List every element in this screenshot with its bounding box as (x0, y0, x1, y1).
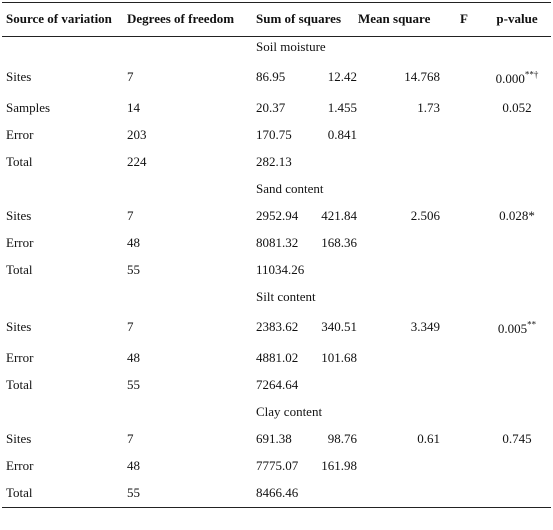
cell-ss: 86.95 (256, 69, 286, 84)
cell-p: 0.052 (502, 100, 532, 115)
cell-source: Error (6, 127, 34, 142)
cell-ms: 0.841 (327, 127, 357, 142)
header-cell: p-value (496, 11, 538, 26)
cell-ss: 8466.46 (256, 485, 299, 500)
cell-p: 0.000**† (495, 69, 539, 87)
cell-source: Total (6, 262, 33, 277)
header-cell: Sum of squares (256, 11, 342, 26)
cell-source: Error (6, 350, 34, 365)
cell-df: 7 (127, 431, 134, 446)
cell-f: 1.73 (417, 100, 440, 115)
cell-ss: 691.38 (256, 431, 292, 446)
cell-df: 48 (127, 350, 140, 365)
cell-ms: 340.51 (321, 319, 357, 334)
cell-ss: 2383.62 (256, 319, 299, 334)
cell-df: 55 (127, 485, 140, 500)
bottom-rule (2, 507, 551, 508)
cell-df: 7 (127, 69, 134, 84)
significance-mark: ** (527, 319, 537, 330)
cell-df: 14 (127, 100, 140, 115)
cell-source: Total (6, 154, 33, 169)
cell-ss: 11034.26 (256, 262, 305, 277)
cell-ss: 7775.07 (256, 458, 299, 473)
header-rule (2, 36, 551, 37)
cell-f: 2.506 (410, 208, 440, 223)
cell-df: 55 (127, 262, 140, 277)
cell-source: Total (6, 377, 33, 392)
cell-source: Samples (6, 100, 51, 115)
cell-ss: 170.75 (256, 127, 292, 142)
cell-df: 55 (127, 377, 140, 392)
cell-df: 203 (127, 127, 147, 142)
cell-source: Error (6, 458, 34, 473)
cell-ss: 282.13 (256, 154, 292, 169)
cell-ss: 4881.02 (256, 350, 299, 365)
cell-df: 48 (127, 235, 140, 250)
cell-df: 224 (127, 154, 147, 169)
cell-ms: 98.76 (327, 431, 357, 446)
cell-df: 7 (127, 319, 134, 334)
cell-ms: 101.68 (321, 350, 357, 365)
cell-f: 14.768 (404, 69, 440, 84)
cell-ms: 421.84 (321, 208, 357, 223)
cell-ss: 2952.94 (256, 208, 299, 223)
cell-ss: 7264.64 (256, 377, 299, 392)
cell-source: Sites (6, 69, 32, 84)
cell-ss: 20.37 (256, 100, 286, 115)
significance-mark: **† (524, 69, 539, 80)
section-title: Silt content (256, 289, 316, 304)
cell-ms: 12.42 (327, 69, 357, 84)
header-cell: Mean square (358, 11, 431, 26)
cell-p: 0.028* (499, 208, 535, 223)
cell-source: Error (6, 235, 34, 250)
cell-source: Sites (6, 431, 32, 446)
cell-ms: 168.36 (321, 235, 357, 250)
cell-source: Sites (6, 319, 32, 334)
cell-df: 48 (127, 458, 140, 473)
p-value: 0.005 (497, 321, 528, 336)
cell-ss: 8081.32 (256, 235, 299, 250)
section-title: Sand content (256, 181, 324, 196)
cell-source: Sites (6, 208, 32, 223)
p-value: 0.000 (495, 71, 525, 86)
cell-p: 0.005** (497, 319, 537, 337)
cell-ms: 161.98 (321, 458, 357, 473)
top-rule (2, 2, 551, 3)
cell-ms: 1.455 (327, 100, 357, 115)
header-cell: Source of variation (6, 11, 112, 26)
cell-f: 0.61 (417, 431, 440, 446)
cell-p: 0.745 (502, 431, 532, 446)
section-title: Soil moisture (256, 39, 326, 54)
section-title: Clay content (256, 404, 323, 419)
cell-source: Total (6, 485, 33, 500)
header-cell: Degrees of freedom (127, 11, 235, 26)
header-cell: F (460, 11, 468, 26)
cell-f: 3.349 (410, 319, 440, 334)
cell-df: 7 (127, 208, 134, 223)
